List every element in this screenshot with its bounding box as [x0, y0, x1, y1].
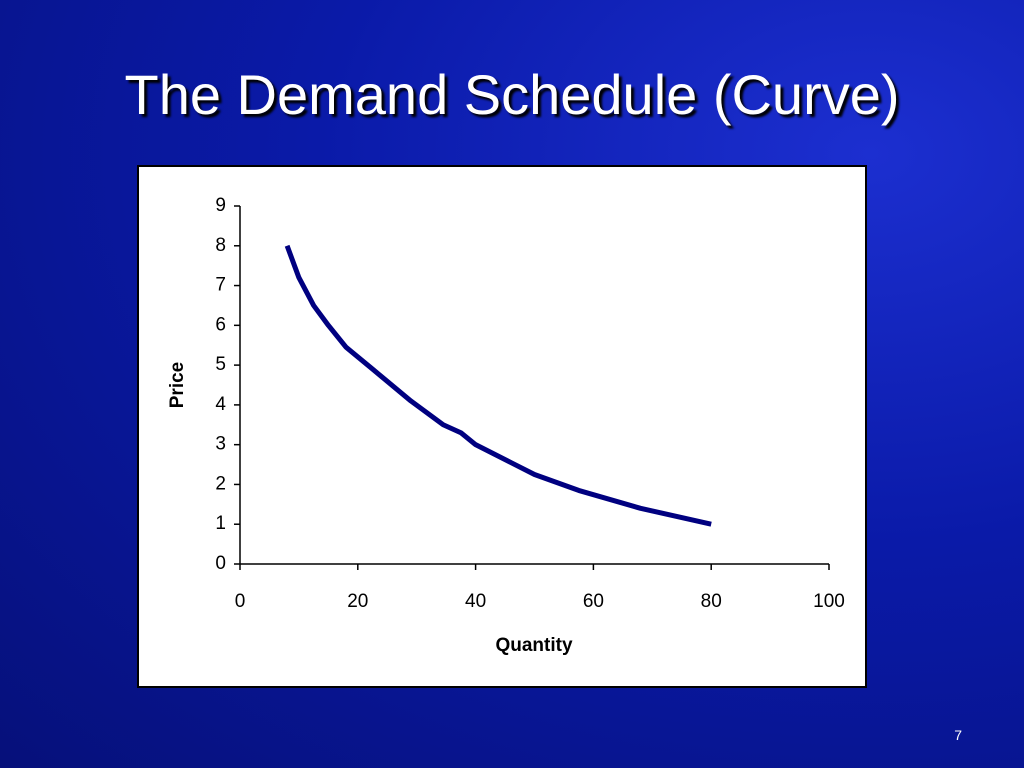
slide-title: The Demand Schedule (Curve)	[124, 63, 900, 126]
x-tick-label: 0	[235, 591, 246, 612]
x-tick-label: 100	[813, 591, 845, 612]
y-axis-label: Price	[167, 362, 188, 408]
y-tick-label: 5	[215, 354, 226, 375]
chart-area	[137, 165, 867, 688]
x-axis-label: Quantity	[495, 635, 572, 656]
x-tick-label: 40	[465, 591, 486, 612]
x-tick-label: 20	[347, 591, 368, 612]
y-tick-label: 1	[215, 513, 226, 534]
y-tick-label: 9	[215, 195, 226, 216]
x-tick-label: 60	[583, 591, 604, 612]
y-tick-label: 4	[215, 394, 226, 415]
y-tick-label: 7	[215, 275, 226, 296]
x-tick-label: 80	[701, 591, 722, 612]
demand-curve	[284, 244, 712, 527]
y-tick-label: 0	[215, 553, 226, 574]
y-tick-label: 3	[215, 434, 226, 455]
y-tick-label: 2	[215, 473, 226, 494]
slide-number: 7	[954, 727, 962, 743]
y-tick-label: 8	[215, 235, 226, 256]
y-tick-label: 6	[215, 314, 226, 335]
